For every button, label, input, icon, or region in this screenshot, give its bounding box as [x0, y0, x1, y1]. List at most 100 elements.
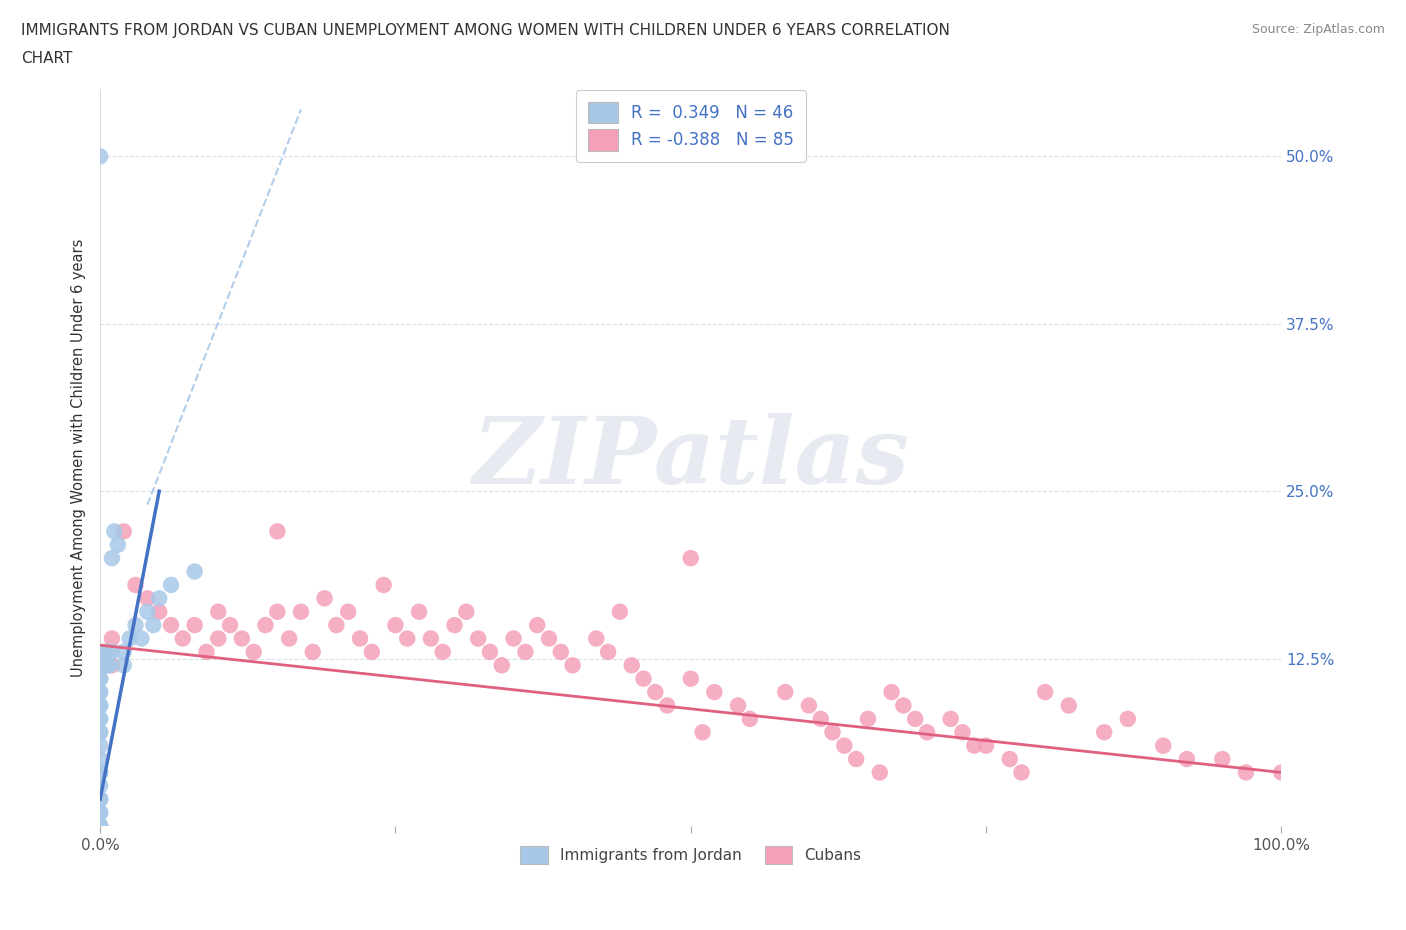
- Point: [231, 631, 253, 646]
- Point: [515, 644, 537, 659]
- Point: [1057, 698, 1080, 713]
- Point: [89, 805, 111, 820]
- Point: [290, 604, 312, 619]
- Point: [596, 644, 619, 659]
- Point: [266, 524, 288, 538]
- Text: Source: ZipAtlas.com: Source: ZipAtlas.com: [1251, 23, 1385, 36]
- Point: [821, 724, 844, 739]
- Point: [609, 604, 631, 619]
- Point: [112, 524, 135, 538]
- Point: [254, 618, 277, 632]
- Point: [443, 618, 465, 632]
- Point: [207, 631, 229, 646]
- Point: [478, 644, 501, 659]
- Point: [89, 658, 111, 672]
- Point: [502, 631, 524, 646]
- Text: CHART: CHART: [21, 51, 73, 66]
- Point: [939, 711, 962, 726]
- Point: [692, 724, 714, 739]
- Point: [738, 711, 761, 726]
- Point: [384, 618, 406, 632]
- Point: [1234, 765, 1257, 780]
- Point: [96, 658, 118, 672]
- Point: [963, 738, 986, 753]
- Point: [89, 684, 111, 699]
- Point: [373, 578, 395, 592]
- Point: [89, 738, 111, 753]
- Point: [89, 778, 111, 793]
- Point: [89, 698, 111, 713]
- Point: [98, 658, 121, 672]
- Point: [585, 631, 607, 646]
- Point: [89, 658, 111, 672]
- Point: [160, 618, 183, 632]
- Point: [112, 644, 135, 659]
- Point: [89, 805, 111, 820]
- Point: [1152, 738, 1174, 753]
- Point: [89, 818, 111, 833]
- Point: [131, 631, 153, 646]
- Point: [834, 738, 856, 753]
- Point: [1116, 711, 1139, 726]
- Point: [325, 618, 347, 632]
- Point: [880, 684, 903, 699]
- Point: [89, 765, 111, 780]
- Y-axis label: Unemployment Among Women with Children Under 6 years: Unemployment Among Women with Children U…: [72, 238, 86, 677]
- Point: [94, 658, 117, 672]
- Point: [727, 698, 749, 713]
- Point: [89, 711, 111, 726]
- Text: IMMIGRANTS FROM JORDAN VS CUBAN UNEMPLOYMENT AMONG WOMEN WITH CHILDREN UNDER 6 Y: IMMIGRANTS FROM JORDAN VS CUBAN UNEMPLOY…: [21, 23, 950, 38]
- Point: [419, 631, 441, 646]
- Point: [118, 631, 141, 646]
- Point: [101, 551, 124, 565]
- Point: [124, 578, 146, 592]
- Point: [456, 604, 478, 619]
- Point: [679, 671, 702, 686]
- Point: [467, 631, 489, 646]
- Point: [89, 149, 111, 164]
- Point: [408, 604, 430, 619]
- Point: [242, 644, 264, 659]
- Point: [89, 724, 111, 739]
- Point: [1033, 684, 1056, 699]
- Point: [172, 631, 194, 646]
- Point: [89, 818, 111, 833]
- Point: [904, 711, 927, 726]
- Point: [160, 578, 183, 592]
- Point: [148, 604, 170, 619]
- Point: [89, 791, 111, 806]
- Point: [93, 644, 115, 659]
- Point: [1211, 751, 1233, 766]
- Point: [1175, 751, 1198, 766]
- Point: [89, 751, 111, 766]
- Point: [337, 604, 360, 619]
- Point: [89, 818, 111, 833]
- Point: [1092, 724, 1115, 739]
- Point: [856, 711, 879, 726]
- Point: [314, 591, 336, 605]
- Point: [89, 818, 111, 833]
- Point: [97, 644, 120, 659]
- Point: [124, 618, 146, 632]
- Point: [89, 684, 111, 699]
- Point: [550, 644, 572, 659]
- Point: [89, 765, 111, 780]
- Text: ZIPatlas: ZIPatlas: [472, 413, 910, 503]
- Point: [644, 684, 666, 699]
- Point: [278, 631, 301, 646]
- Point: [101, 644, 124, 659]
- Point: [148, 591, 170, 605]
- Point: [89, 671, 111, 686]
- Point: [561, 658, 583, 672]
- Point: [915, 724, 938, 739]
- Point: [1011, 765, 1033, 780]
- Point: [655, 698, 678, 713]
- Point: [266, 604, 288, 619]
- Point: [620, 658, 643, 672]
- Point: [998, 751, 1021, 766]
- Point: [195, 644, 218, 659]
- Point: [775, 684, 797, 699]
- Point: [183, 565, 205, 579]
- Point: [845, 751, 868, 766]
- Point: [89, 644, 111, 659]
